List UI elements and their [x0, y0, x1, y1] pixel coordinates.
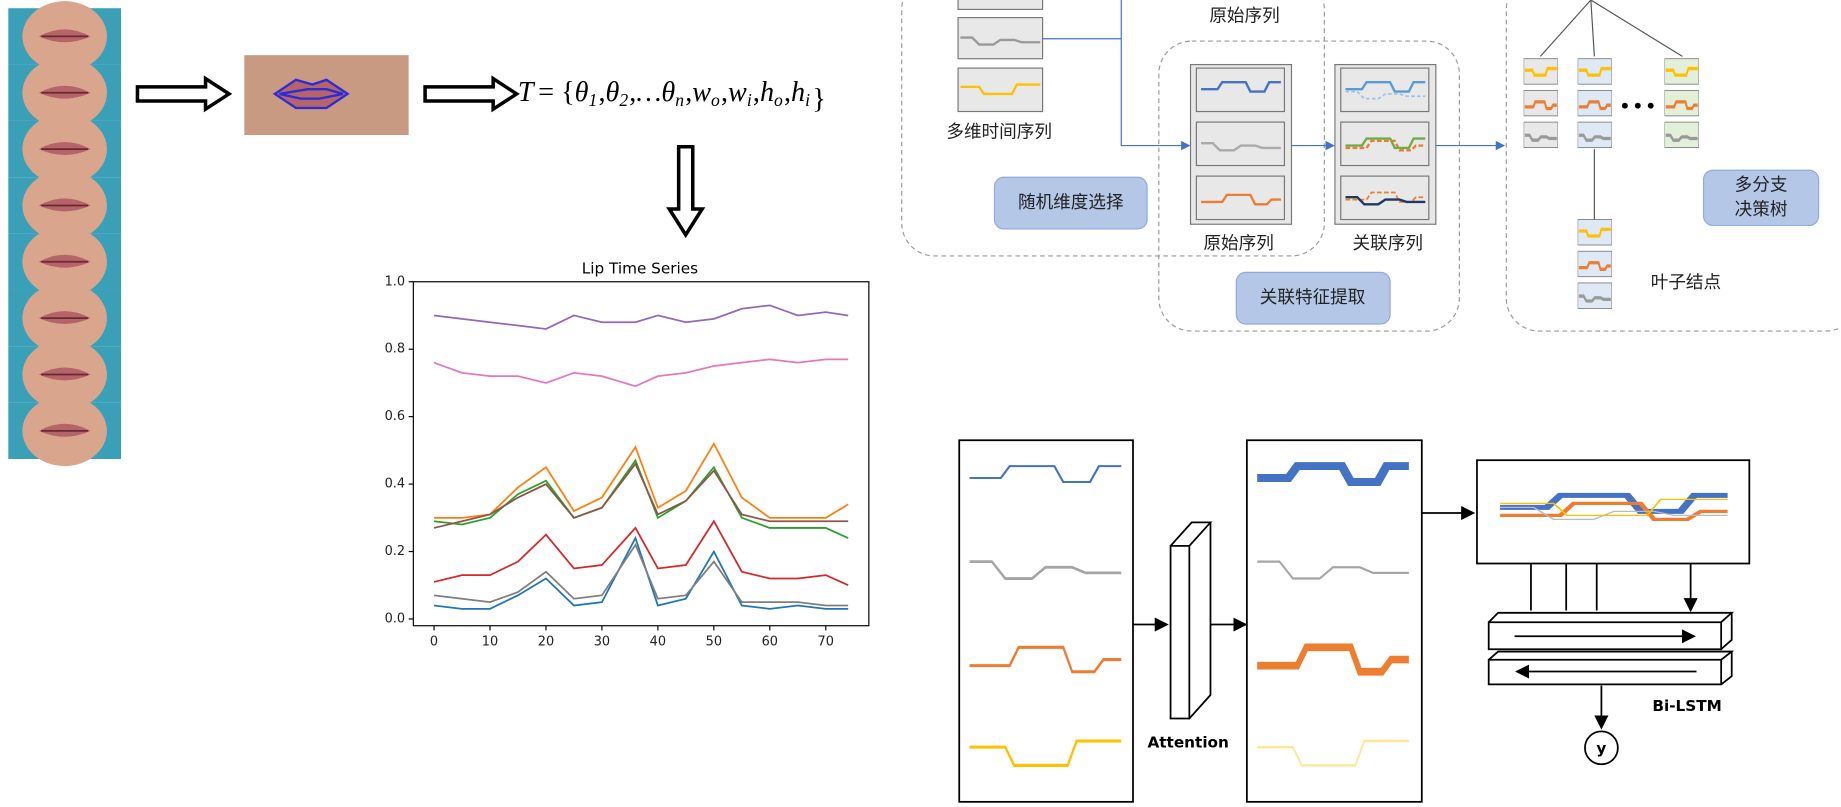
formula-part: , — [629, 78, 636, 109]
formula-part: , — [753, 78, 760, 109]
formula-part: w — [728, 78, 747, 109]
chart-title: Lip Time Series — [582, 259, 698, 277]
label: 原始序列 — [1203, 234, 1273, 254]
feature-formula: T={θ1,θ2,…θn,wo,wi,ho,hi} — [518, 78, 826, 116]
attention-panel: Attention y Bi-LSTM — [959, 440, 1749, 802]
y-tick-label: 0.2 — [385, 544, 406, 559]
label: Bi-LSTM — [1652, 697, 1721, 715]
x-tick-label: 60 — [762, 635, 778, 650]
button-label: 关联特征提取 — [1260, 288, 1366, 308]
label: 叶子结点 — [1651, 273, 1721, 293]
y-tick-label: 0.4 — [385, 477, 406, 492]
y-tick-label: 0.8 — [385, 342, 406, 357]
formula-part: , — [685, 78, 692, 109]
x-tick-label: 50 — [706, 635, 722, 650]
formula-part: 1 — [588, 90, 597, 110]
series-line — [434, 305, 848, 329]
button-label: 多分支 — [1735, 175, 1788, 195]
formula-part: { — [561, 78, 575, 109]
page: {"formula": {"lhs": "T", "eq": "=", "ope… — [0, 0, 1841, 803]
plot-frame — [413, 282, 869, 626]
arrow — [669, 147, 702, 235]
series-line — [434, 538, 848, 609]
series-line — [434, 460, 848, 538]
formula-part: , — [721, 78, 728, 109]
x-tick-label: 40 — [650, 635, 666, 650]
x-tick-label: 0 — [430, 635, 438, 650]
series-line — [434, 359, 848, 386]
tree-panel: 原始序列 多维时间序列 随机维度选择 原始序列 关联序列 关联特征提取 叶子结点… — [902, 0, 1841, 331]
x-tick-label: 70 — [818, 635, 834, 650]
series-line — [434, 444, 848, 518]
formula-part: θ — [575, 78, 589, 109]
face-strip — [8, 1, 121, 466]
label: y — [1596, 739, 1606, 757]
mouth-landmarks — [244, 55, 408, 135]
x-tick-label: 20 — [538, 635, 554, 650]
y-tick-label: 0.6 — [385, 409, 406, 424]
lip-chart: Lip Time Series 0.0 0.2 0.4 0.6 0.8 1.0 0 10 20 3… — [385, 259, 869, 649]
button-label: 随机维度选择 — [1018, 193, 1124, 213]
formula-part: i — [747, 90, 752, 110]
formula-part: …θ — [636, 78, 675, 109]
formula-part: i — [805, 90, 810, 110]
label: Attention — [1147, 734, 1228, 752]
label: 关联序列 — [1353, 234, 1423, 254]
formula-part: o — [774, 90, 783, 110]
x-tick-label: 10 — [482, 635, 498, 650]
formula-part: o — [711, 90, 720, 110]
formula-part: T — [518, 78, 536, 109]
formula-part: θ — [606, 78, 620, 109]
formula-part: } — [812, 85, 826, 116]
figure: T={θ1,θ2,…θn,wo,wi,ho,hi} Lip Time Serie… — [0, 0, 1841, 803]
y-tick-label: 0.0 — [385, 611, 406, 626]
formula-part: n — [675, 90, 684, 110]
formula-part: , — [784, 78, 791, 109]
button-label: 决策树 — [1735, 200, 1788, 220]
arrow — [137, 79, 229, 110]
x-tick-label: 30 — [594, 635, 610, 650]
formula-part: h — [760, 78, 774, 109]
y-tick-label: 1.0 — [385, 274, 406, 289]
formula-part: h — [791, 78, 805, 109]
formula-part: , — [598, 78, 605, 109]
formula-part: 2 — [619, 90, 628, 110]
label: 多维时间序列 — [946, 123, 1052, 143]
label: 原始序列 — [1209, 6, 1279, 26]
formula-part: w — [692, 78, 711, 109]
formula-part: = — [538, 78, 554, 109]
arrow — [425, 79, 517, 110]
